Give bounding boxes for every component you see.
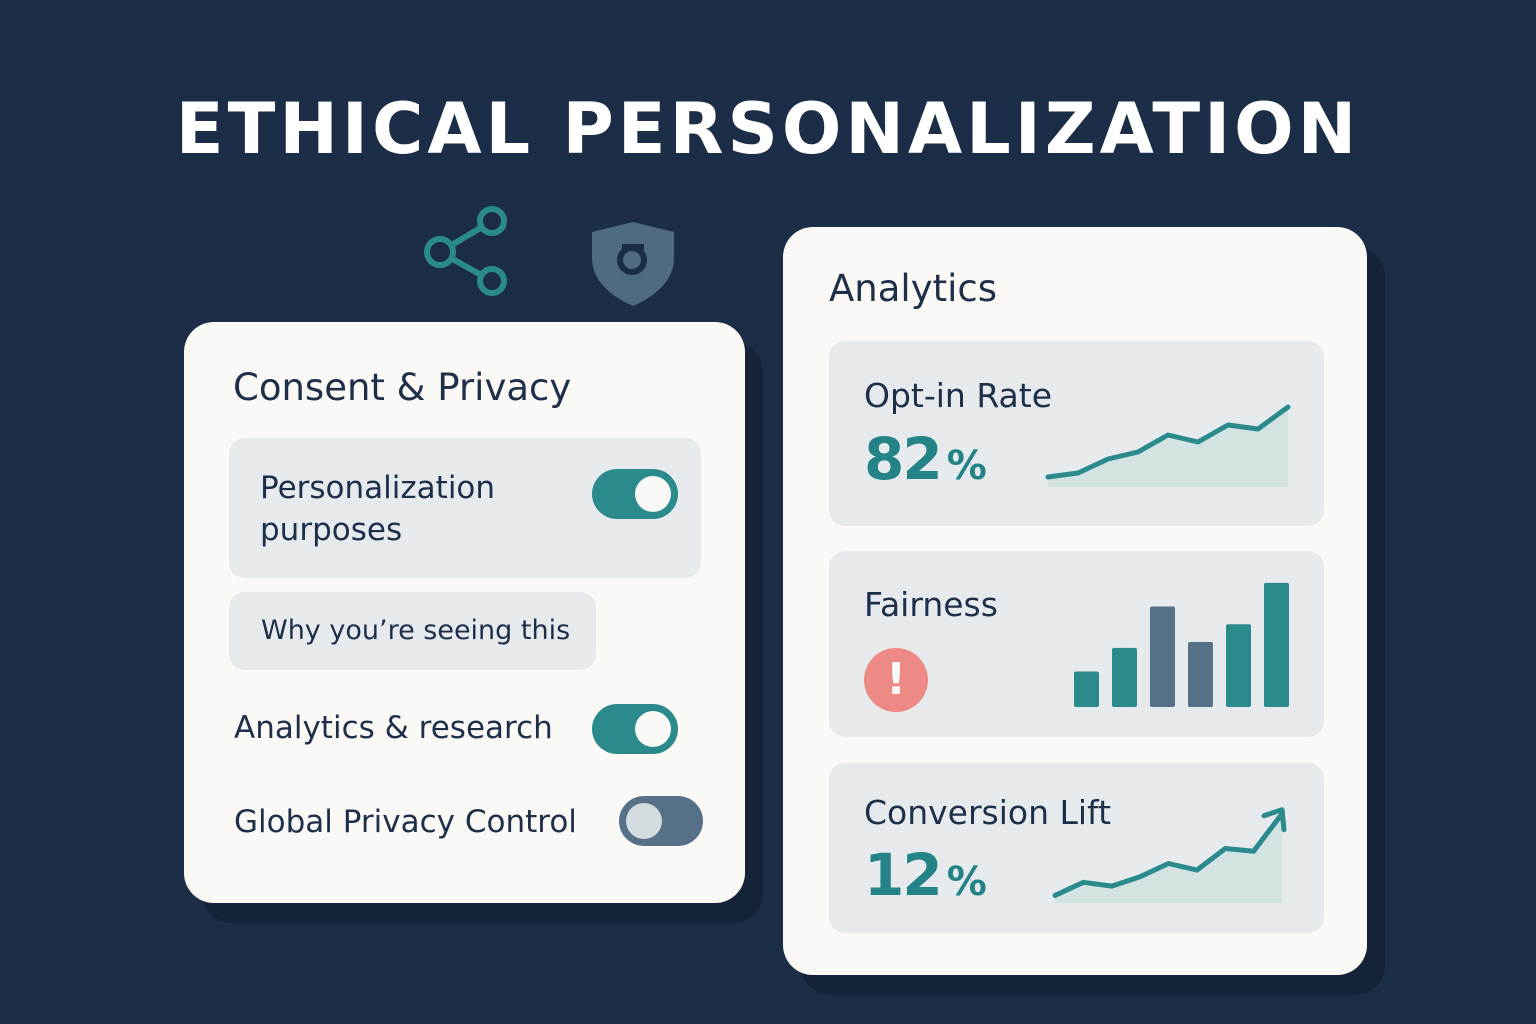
conversion-lift-area <box>1055 813 1282 903</box>
gpc-label: Global Privacy Control <box>234 804 577 840</box>
conversion-lift-line <box>1052 811 1285 898</box>
consent-card-title: Consent & Privacy <box>233 366 572 409</box>
why-seeing-this-label: Why you’re seeing this <box>261 615 571 646</box>
conversion-lift-chart <box>1052 807 1287 903</box>
analytics-research-label: Analytics & research <box>234 710 553 746</box>
why-seeing-this-button[interactable]: Why you’re seeing this <box>229 592 596 670</box>
opt-in-rate-line <box>1045 404 1291 480</box>
shield-sigma-icon <box>592 222 674 306</box>
analytics-card-title: Analytics <box>829 267 998 310</box>
toggle-knob <box>626 803 662 839</box>
toggle-knob <box>635 711 671 747</box>
fairness-label: Fairness <box>864 585 998 624</box>
opt-in-rate-label: Opt-in Rate <box>864 376 1053 415</box>
toggle-knob <box>635 476 671 512</box>
fairness-bar <box>1188 642 1213 707</box>
fairness-bar <box>1074 671 1099 707</box>
conversion-lift-arrowhead <box>1261 807 1287 833</box>
fairness-bar <box>1264 582 1289 707</box>
opt-in-rate-panel: Opt-in Rate 82% <box>829 341 1324 526</box>
gpc-toggle[interactable] <box>619 796 703 846</box>
opt-in-rate-chart <box>1045 404 1291 487</box>
personalization-row: Personalization purposes <box>229 438 701 578</box>
opt-in-rate-value: 82% <box>864 425 987 493</box>
consent-privacy-card: Consent & Privacy Personalization purpos… <box>184 322 745 903</box>
conversion-lift-label: Conversion Lift <box>864 793 1112 832</box>
page-title: ETHICAL PERSONALIZATION <box>175 88 1361 170</box>
fairness-bar <box>1226 624 1251 707</box>
personalization-toggle[interactable] <box>592 469 678 519</box>
fairness-panel: Fairness ! <box>829 551 1324 737</box>
alert-icon: ! <box>864 648 928 712</box>
fairness-bar <box>1150 606 1175 707</box>
personalization-label: Personalization purposes <box>260 470 496 548</box>
analytics-card: Analytics Opt-in Rate 82% Fairness ! Con… <box>783 227 1367 975</box>
conversion-lift-value: 12% <box>864 841 987 909</box>
opt-in-rate-area <box>1048 407 1288 487</box>
analytics-research-toggle[interactable] <box>592 704 678 754</box>
fairness-chart <box>1074 582 1289 707</box>
share-icon <box>424 206 507 296</box>
fairness-bar <box>1112 647 1137 707</box>
conversion-lift-panel: Conversion Lift 12% <box>829 763 1324 933</box>
